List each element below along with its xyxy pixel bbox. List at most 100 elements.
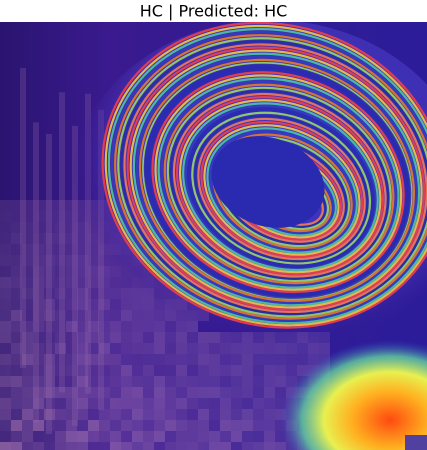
spectrogram-cell [55, 255, 66, 266]
spectrogram-cell [143, 343, 154, 354]
spectrogram-cell [11, 321, 22, 332]
spectrogram-cell [77, 420, 88, 431]
spectrogram-cell [110, 332, 121, 343]
spectrogram-cell [0, 244, 11, 255]
spectrogram-cell [77, 354, 88, 365]
spectrogram-cell [55, 288, 66, 299]
spectrogram-cell [66, 222, 77, 233]
spectrogram-cell [0, 266, 11, 277]
spectrogram-cell [77, 376, 88, 387]
spectrogram-cell [187, 431, 198, 442]
spectrogram-cell [77, 343, 88, 354]
spectrogram-cell [88, 321, 99, 332]
spectrogram-cell [264, 409, 275, 420]
spectrogram-stripe [33, 122, 39, 423]
spectrogram-cell [88, 420, 99, 431]
spectrogram-cell [253, 365, 264, 376]
spectrogram-cell [33, 288, 44, 299]
spectrogram-cell [165, 365, 176, 376]
ring [114, 34, 427, 320]
spectrogram-cell [132, 332, 143, 343]
spectrogram-cell [176, 431, 187, 442]
spectrogram-cell [132, 431, 143, 442]
spectrogram-cell [22, 354, 33, 365]
spectrogram-cell [22, 255, 33, 266]
spectrogram-cell [209, 398, 220, 409]
spectrogram-cell [187, 420, 198, 431]
spectrogram-cell [121, 343, 132, 354]
spectrogram-cell [0, 233, 11, 244]
spectrogram-cell [242, 376, 253, 387]
spectrogram-cell [66, 266, 77, 277]
spectrogram-cell [132, 343, 143, 354]
spectrogram-cell [11, 409, 22, 420]
spectrogram-cell [88, 431, 99, 442]
spectrogram-cell [99, 310, 110, 321]
spectrogram-cell [99, 442, 110, 450]
spectrogram-cell [0, 299, 11, 310]
spectrogram-cell [253, 420, 264, 431]
spectrogram-cell [110, 398, 121, 409]
spectrogram-cell [275, 365, 286, 376]
spectrogram-cell [0, 222, 11, 233]
spectrogram-cell [187, 409, 198, 420]
spectrogram-cell [55, 365, 66, 376]
spectrogram-cell [132, 387, 143, 398]
spectrogram-cell [110, 387, 121, 398]
spectrogram-cell [22, 277, 33, 288]
spectrogram-cell [99, 354, 110, 365]
spectrogram-cell [121, 442, 132, 450]
spectrogram-cell [132, 376, 143, 387]
spectrogram-cell [99, 288, 110, 299]
spectrogram-cell [66, 299, 77, 310]
spectrogram-cell [187, 354, 198, 365]
spectrogram-cell [11, 310, 22, 321]
spectrogram-cell [132, 398, 143, 409]
spectrogram-stripe [72, 125, 78, 426]
spectrogram-cell [55, 222, 66, 233]
spectrogram-cell [99, 343, 110, 354]
spectrogram-cell [121, 354, 132, 365]
spectrogram-cell [88, 354, 99, 365]
spectrogram-cell [44, 222, 55, 233]
spectrogram-cell [11, 354, 22, 365]
spectrogram-cell [165, 442, 176, 450]
spectrogram-cell [121, 398, 132, 409]
spectrogram-cell [33, 299, 44, 310]
spectrogram-cell [154, 431, 165, 442]
spectrogram-cell [0, 343, 11, 354]
spectrogram-cell [66, 420, 77, 431]
spectrogram-cell [33, 310, 44, 321]
spectrogram-cell [187, 387, 198, 398]
spectrogram-cell [55, 299, 66, 310]
spectrogram-cell [143, 442, 154, 450]
spectrogram-cell [176, 376, 187, 387]
spectrogram-cell [132, 420, 143, 431]
spectrogram-cell [209, 431, 220, 442]
ring [166, 86, 392, 283]
spectrogram-cell [88, 343, 99, 354]
spectrogram-cell [176, 365, 187, 376]
spectrogram-cell [33, 343, 44, 354]
spectrogram-cell [44, 200, 55, 211]
spectrogram-cell [77, 409, 88, 420]
spectrogram-cell [110, 409, 121, 420]
spectrogram-cell [121, 431, 132, 442]
spectrogram-cell [0, 365, 11, 376]
spectrogram-cell [143, 332, 154, 343]
ring [169, 89, 390, 280]
spectrogram-cell [0, 200, 11, 211]
spectrogram-cell [253, 376, 264, 387]
spectrogram-cell [121, 310, 132, 321]
spectrogram-cell [33, 409, 44, 420]
spectrogram-cell [44, 354, 55, 365]
spectrogram-cell [22, 365, 33, 376]
spectrogram-cell [154, 332, 165, 343]
spectrogram-cell [264, 420, 275, 431]
spectrogram-cell [77, 332, 88, 343]
spectrogram-cell [11, 299, 22, 310]
spectrogram-cell [66, 288, 77, 299]
spectrogram-cell [77, 321, 88, 332]
